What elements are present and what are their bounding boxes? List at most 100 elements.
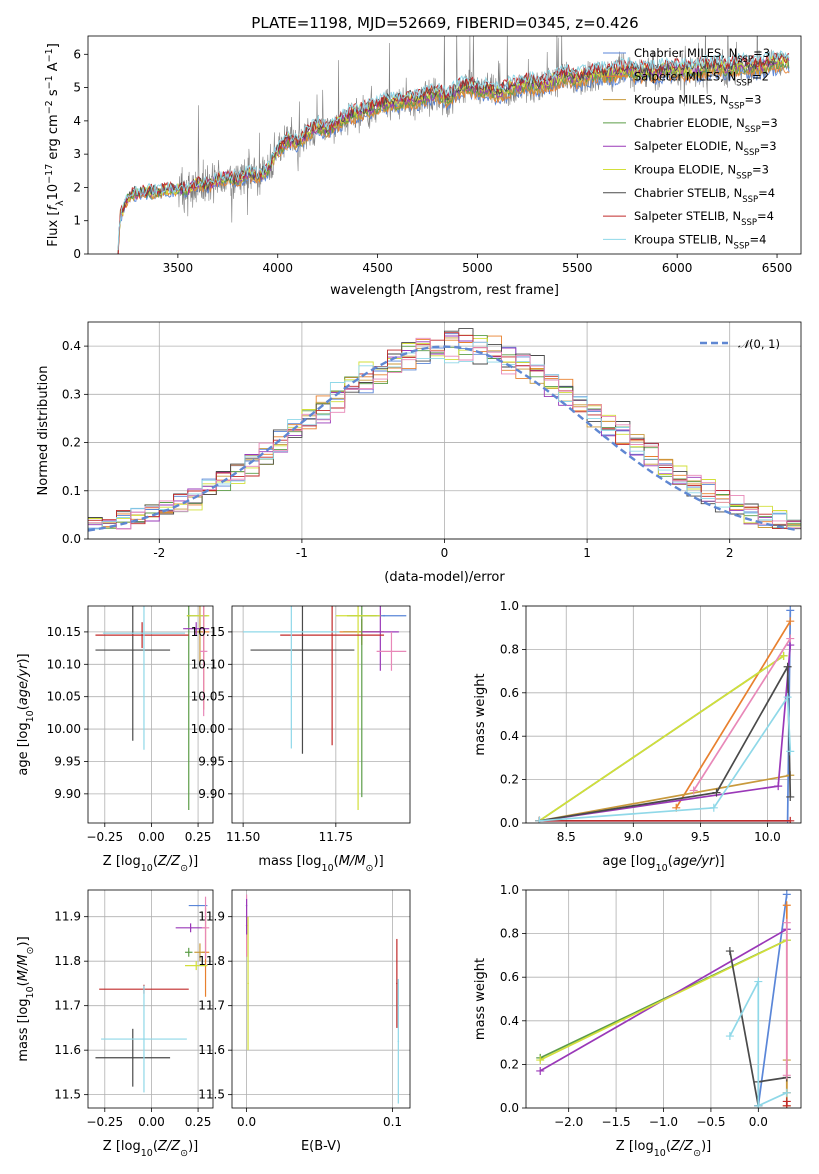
plot-area (536, 890, 791, 1108)
plot-area (117, 36, 790, 254)
y-tick-label: 9.90 (54, 787, 81, 801)
data-point (197, 614, 199, 617)
y-tick-label: 1.0 (500, 883, 519, 897)
y-tick-label: 3 (73, 147, 81, 161)
y-axis-label: mass [log10(M/M⊙)] (16, 936, 36, 1061)
x-tick-label: 3500 (163, 261, 194, 275)
spectrum-panel: 3500 4000 4500 5000 5500 6000 6500 0 1 2 3 4 5 6 wavel… (44, 35, 802, 298)
model-spectrum-c8 (117, 50, 790, 251)
weight-marker (782, 918, 791, 927)
data-point (141, 634, 143, 636)
data-point (301, 649, 304, 651)
data-point (247, 982, 249, 985)
weight-series-c8 (539, 694, 792, 822)
data-point (143, 1038, 145, 1040)
x-tick-label: 11.50 (226, 830, 260, 844)
y-tick-label: 10.15 (47, 625, 81, 639)
x-tick-label: 4500 (362, 261, 393, 275)
residual-histogram-c8 (88, 341, 801, 530)
data-point (197, 904, 199, 907)
x-tick-label: 4000 (262, 261, 293, 275)
weight-marker (725, 947, 734, 956)
x-axis-label: E(B-V) (301, 1139, 341, 1154)
legend-entry: Chabrier MILES, NSSP=3 (634, 46, 770, 65)
legend-entry: Salpeter ELODIE, NSSP=3 (634, 139, 777, 158)
weight-marker (725, 1032, 734, 1041)
weight-series-c5 (539, 939, 788, 1061)
x-tick-label: −1.5 (602, 1115, 631, 1129)
weight-series-c8 (729, 981, 788, 1108)
weight-series-c2 (539, 774, 791, 822)
plot-area (243, 606, 407, 811)
weight-marker (783, 693, 792, 702)
y-tick-label: 0.2 (500, 773, 519, 787)
y-tick-label: 9.95 (198, 754, 225, 768)
y-axis-label: age [log10(age/yr)] (16, 653, 36, 775)
legend-entry: Chabrier STELIB, NSSP=4 (634, 186, 775, 205)
weight-marker (786, 747, 795, 756)
weight-series-c1 (675, 620, 792, 809)
legend-entry: Kroupa MILES, NSSP=3 (634, 93, 761, 112)
y-tick-label: 10.05 (191, 690, 225, 704)
x-axis-label: wavelength [Angstrom, rest frame] (330, 283, 559, 298)
x-tick-label: -2 (153, 546, 165, 560)
residual-histogram-c5 (88, 338, 801, 530)
x-axis-label: age [log10(age/yr)] (602, 854, 724, 874)
weight-marker (779, 651, 788, 660)
age-vs-z-panel: −0.25 0.00 0.25 9.90 9.95 10.00 10.05 10.10 10.1… (16, 605, 214, 874)
weight-marker (689, 786, 698, 795)
y-axis-label: Flux [fλ10−17 erg cm−2 s−1 A−1] (44, 43, 66, 247)
x-tick-label: 2 (726, 546, 734, 560)
y-tick-label: 11.7 (198, 999, 225, 1013)
x-axis-label: Z [log10(Z/Z⊙)] (103, 854, 198, 874)
x-tick-label: −1.0 (649, 1115, 678, 1129)
plot-area (95, 896, 210, 1093)
residual-histogram-c9 (88, 337, 801, 530)
figure-title: PLATE=1198, MJD=52669, FIBERID=0345, z=0… (251, 14, 638, 32)
y-tick-label: 10.00 (47, 722, 81, 736)
residual-histogram-c1 (88, 335, 801, 530)
y-tick-label: 0.0 (500, 1101, 519, 1115)
data-point (379, 631, 382, 633)
data-point (397, 1040, 400, 1043)
data-point (331, 634, 333, 636)
plot-area (95, 606, 210, 811)
residual-histogram-c3 (88, 335, 801, 529)
x-tick-label: −0.25 (86, 1115, 123, 1129)
residual-histogram-c4 (88, 335, 801, 530)
y-tick-label: 10.00 (191, 722, 225, 736)
weight-marker (774, 782, 783, 791)
axes-frame (87, 889, 214, 1109)
y-tick-label: 0.4 (62, 339, 81, 353)
y-tick-label: 0 (73, 247, 81, 261)
legend-entry: Kroupa ELODIE, NSSP=3 (634, 163, 769, 182)
x-tick-label: 1 (583, 546, 591, 560)
x-tick-label: 0.0 (237, 1115, 256, 1129)
data-point (131, 649, 134, 651)
x-tick-label: −0.5 (696, 1115, 725, 1129)
weight-vs-z-panel: −2.0 −1.5 −1.0 −0.5 0.0 0.0 0.2 0.4 0.6 0.8 1.0 Z [… (473, 883, 802, 1159)
x-tick-label: −0.25 (86, 830, 123, 844)
y-tick-label: 11.9 (198, 910, 225, 924)
x-tick-label: 0.00 (138, 1115, 165, 1129)
axes-frame (525, 605, 802, 824)
axes-frame (87, 605, 214, 824)
weight-marker (782, 1071, 791, 1080)
x-tick-label: 0.1 (383, 1115, 402, 1129)
age-vs-mass-panel: 11.50 11.75 9.90 9.95 10.00 10.05 10.10 10.15 ma… (191, 605, 411, 874)
y-tick-label: 0.3 (62, 387, 81, 401)
y-axis-label: mass weight (473, 673, 488, 755)
weight-marker (754, 1101, 763, 1108)
y-tick-label: 10.15 (191, 625, 225, 639)
weight-vs-age-panel: 8.5 9.0 9.5 10.0 0.0 0.2 0.4 0.6 0.8 1.0 age [log1… (473, 599, 802, 874)
data-point (357, 614, 359, 617)
weight-marker (783, 662, 792, 671)
x-tick-label: 0.00 (138, 830, 165, 844)
y-axis-label: Normed distribution (36, 366, 51, 496)
y-tick-label: 10.05 (47, 690, 81, 704)
legend-entry: Chabrier ELODIE, NSSP=3 (634, 116, 778, 135)
x-axis-label: mass [log10(M/M⊙)] (258, 854, 383, 874)
y-tick-label: 0.1 (62, 484, 81, 498)
y-tick-label: 0.0 (500, 816, 519, 830)
plot-area (245, 894, 400, 1104)
